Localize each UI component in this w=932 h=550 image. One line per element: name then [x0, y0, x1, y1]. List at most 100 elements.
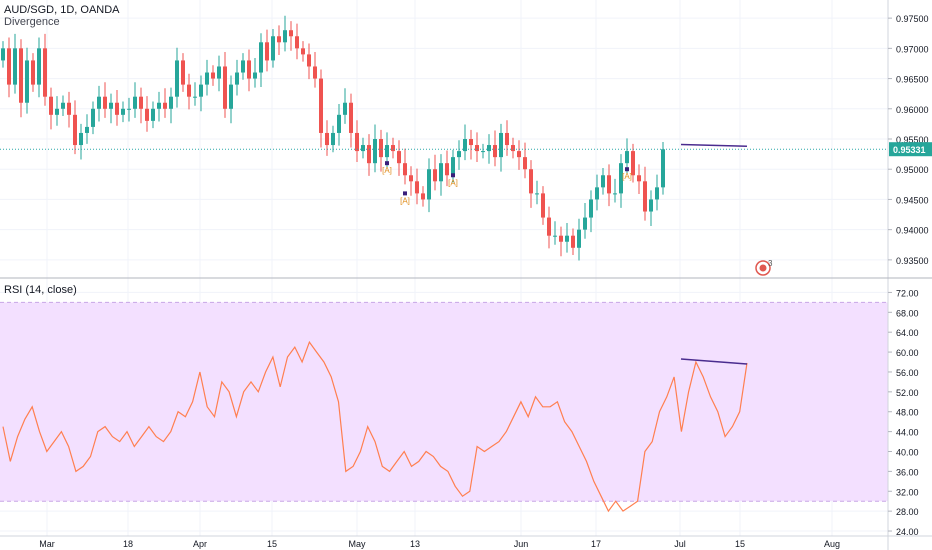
candle-body: [469, 139, 473, 146]
candle-body: [337, 114, 341, 133]
rsi-tick-label: 64.00: [896, 328, 919, 338]
candle-body: [313, 66, 317, 79]
candle-body: [559, 235, 563, 242]
candle-body: [61, 102, 65, 109]
candle-body: [127, 108, 131, 110]
candle-body: [49, 96, 53, 115]
candle-body: [31, 60, 35, 85]
candle-body: [517, 151, 521, 158]
rsi-tick-label: 72.00: [896, 288, 919, 298]
candle-body: [217, 66, 221, 79]
rsi-title: RSI (14, close): [4, 284, 77, 296]
candle-body: [205, 72, 209, 85]
pivot-label: [A]: [622, 172, 632, 181]
time-tick-label: 18: [123, 539, 133, 549]
candle-body: [139, 96, 143, 109]
candle-body: [97, 96, 101, 109]
candle-body: [301, 48, 305, 55]
candle-body: [445, 163, 449, 176]
candle-body: [511, 145, 515, 152]
events-badge[interactable]: 3: [755, 259, 773, 276]
rsi-divergence-line: [680, 358, 748, 365]
candle-body: [307, 54, 311, 67]
candle-body: [283, 30, 287, 43]
candle-body: [523, 157, 527, 170]
time-tick-label: 13: [410, 539, 420, 549]
candle-body: [397, 151, 401, 164]
candle-body: [331, 132, 335, 146]
candle-body: [391, 145, 395, 152]
candle-body: [499, 132, 503, 158]
candle-body: [529, 169, 533, 194]
candle-body: [85, 126, 89, 133]
pivot-dot: [385, 161, 389, 166]
rsi-tick-label: 56.00: [896, 368, 919, 378]
candle-body: [253, 72, 257, 79]
candle-body: [421, 193, 425, 200]
candle-body: [319, 78, 323, 133]
candle-body: [607, 175, 611, 194]
candle-body: [19, 48, 23, 103]
candle-body: [619, 163, 623, 194]
candle-body: [403, 163, 407, 176]
candle-body: [643, 181, 647, 212]
candle-body: [37, 48, 41, 85]
rsi-tick-label: 52.00: [896, 388, 919, 398]
candle-body: [235, 72, 239, 85]
price-tick-label: 0.97500: [896, 14, 929, 24]
candle-body: [55, 108, 59, 115]
candle-body: [379, 139, 383, 158]
rsi-band: [0, 302, 888, 502]
rsi-tick-label: 48.00: [896, 408, 919, 418]
time-tick-label: 15: [267, 539, 277, 549]
candle-body: [259, 42, 263, 73]
price-tick-label: 0.95500: [896, 135, 929, 145]
candle-body: [229, 84, 233, 109]
pivot-dot: [451, 173, 455, 178]
candle-body: [223, 66, 227, 109]
candle-body: [115, 102, 119, 115]
candle-body: [433, 169, 437, 182]
candle-body: [13, 48, 17, 85]
candle-body: [73, 114, 77, 146]
candle-body: [265, 42, 269, 61]
time-tick-label: 15: [735, 539, 745, 549]
candle-body: [145, 108, 149, 121]
symbol-title: AUD/SGD, 1D, OANDA: [4, 4, 120, 16]
candle-body: [109, 102, 113, 109]
candle-body: [193, 96, 197, 98]
candle-body: [661, 149, 665, 188]
candle-body: [211, 72, 215, 79]
candle-body: [475, 145, 479, 152]
candle-body: [481, 151, 485, 153]
price-tick-label: 0.94500: [896, 195, 929, 205]
candle-body: [91, 108, 95, 127]
candle-body: [373, 139, 377, 164]
candle-body: [343, 102, 347, 115]
badge-count: 3: [768, 259, 773, 268]
rsi-tick-label: 40.00: [896, 447, 919, 457]
candle-body: [415, 181, 419, 194]
price-tick-label: 0.93500: [896, 256, 929, 266]
candle-body: [355, 132, 359, 152]
candle-body: [457, 151, 461, 158]
candle-body: [649, 199, 653, 212]
candle-body: [613, 193, 617, 195]
time-tick-label: Mar: [39, 539, 55, 549]
candle-body: [43, 48, 47, 97]
pivot-label: [A]: [382, 166, 392, 175]
candle-body: [565, 235, 569, 242]
rsi-panel: [0, 301, 888, 513]
price-tick-label: 0.94000: [896, 226, 929, 236]
candle-body: [655, 187, 659, 200]
candle-body: [175, 60, 179, 97]
candle-body: [451, 157, 455, 176]
pivot-dot: [403, 191, 407, 196]
candle-body: [367, 145, 371, 164]
candle-body: [571, 235, 575, 248]
candle-body: [493, 145, 497, 158]
time-tick-label: May: [348, 539, 366, 549]
candle-body: [541, 193, 545, 218]
candle-body: [595, 187, 599, 200]
